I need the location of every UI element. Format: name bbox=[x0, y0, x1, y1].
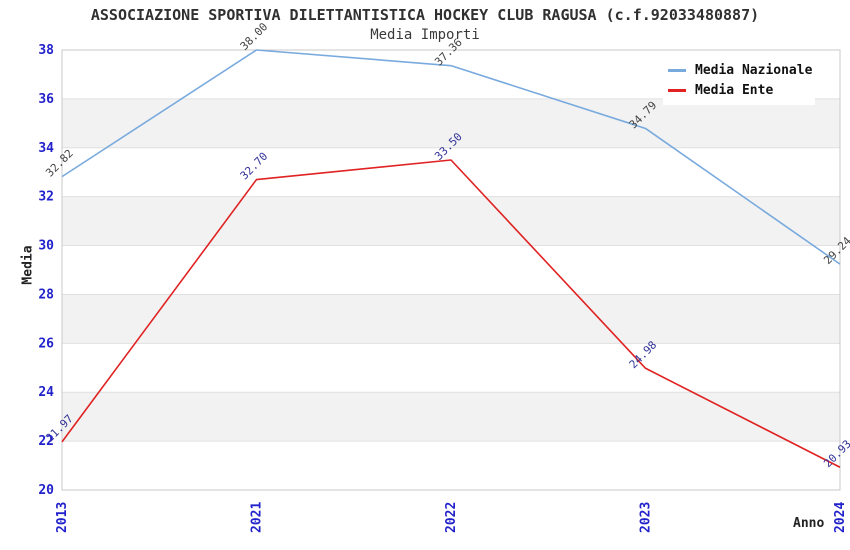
series-line-0 bbox=[61, 49, 841, 265]
y-tick-label: 36 bbox=[38, 92, 54, 107]
plot-border bbox=[61, 49, 841, 491]
interlaced-band bbox=[62, 196, 840, 246]
y-tick-label: 30 bbox=[38, 239, 54, 254]
legend-swatch-blue-line-icon bbox=[668, 68, 686, 72]
y-tick-label: 28 bbox=[38, 287, 54, 302]
x-tick-label: 2024 bbox=[833, 502, 848, 533]
y-tick-label: 24 bbox=[38, 385, 54, 400]
x-axis-title: Anno bbox=[793, 516, 825, 531]
legend-label: Media Ente bbox=[695, 82, 774, 98]
data-label-0: 38.00 bbox=[238, 20, 271, 53]
y-tick-label: 20 bbox=[38, 483, 54, 498]
y-tick-label: 22 bbox=[38, 434, 54, 449]
x-tick-label: 2013 bbox=[55, 502, 70, 533]
y-tick-label: 32 bbox=[38, 190, 54, 205]
legend-swatch-red-line-icon bbox=[668, 88, 686, 92]
series-line-1 bbox=[61, 159, 841, 468]
x-tick-label: 2021 bbox=[250, 502, 265, 533]
legend-label: Media Nazionale bbox=[695, 62, 813, 78]
legend-item-media-ente: Media Ente bbox=[668, 80, 815, 100]
y-axis-title: Media bbox=[20, 245, 36, 285]
chart-title: ASSOCIAZIONE SPORTIVA DILETTANTISTICA HO… bbox=[90, 6, 760, 24]
chart-subtitle: Media Importi bbox=[370, 27, 480, 43]
x-tick-label: 2023 bbox=[639, 502, 654, 533]
legend: Media Nazionale Media Ente bbox=[663, 57, 815, 105]
y-tick-label: 38 bbox=[38, 43, 54, 58]
y-tick-label: 34 bbox=[38, 141, 54, 156]
interlaced-band bbox=[62, 392, 840, 442]
interlaced-band bbox=[62, 98, 840, 148]
interlaced-band bbox=[62, 294, 840, 344]
x-tick-label: 2022 bbox=[444, 502, 459, 533]
data-label-0: 37.36 bbox=[432, 36, 465, 69]
y-tick-label: 26 bbox=[38, 336, 54, 351]
legend-item-media-nazionale: Media Nazionale bbox=[668, 60, 815, 80]
data-label-1: 32.70 bbox=[238, 150, 271, 183]
